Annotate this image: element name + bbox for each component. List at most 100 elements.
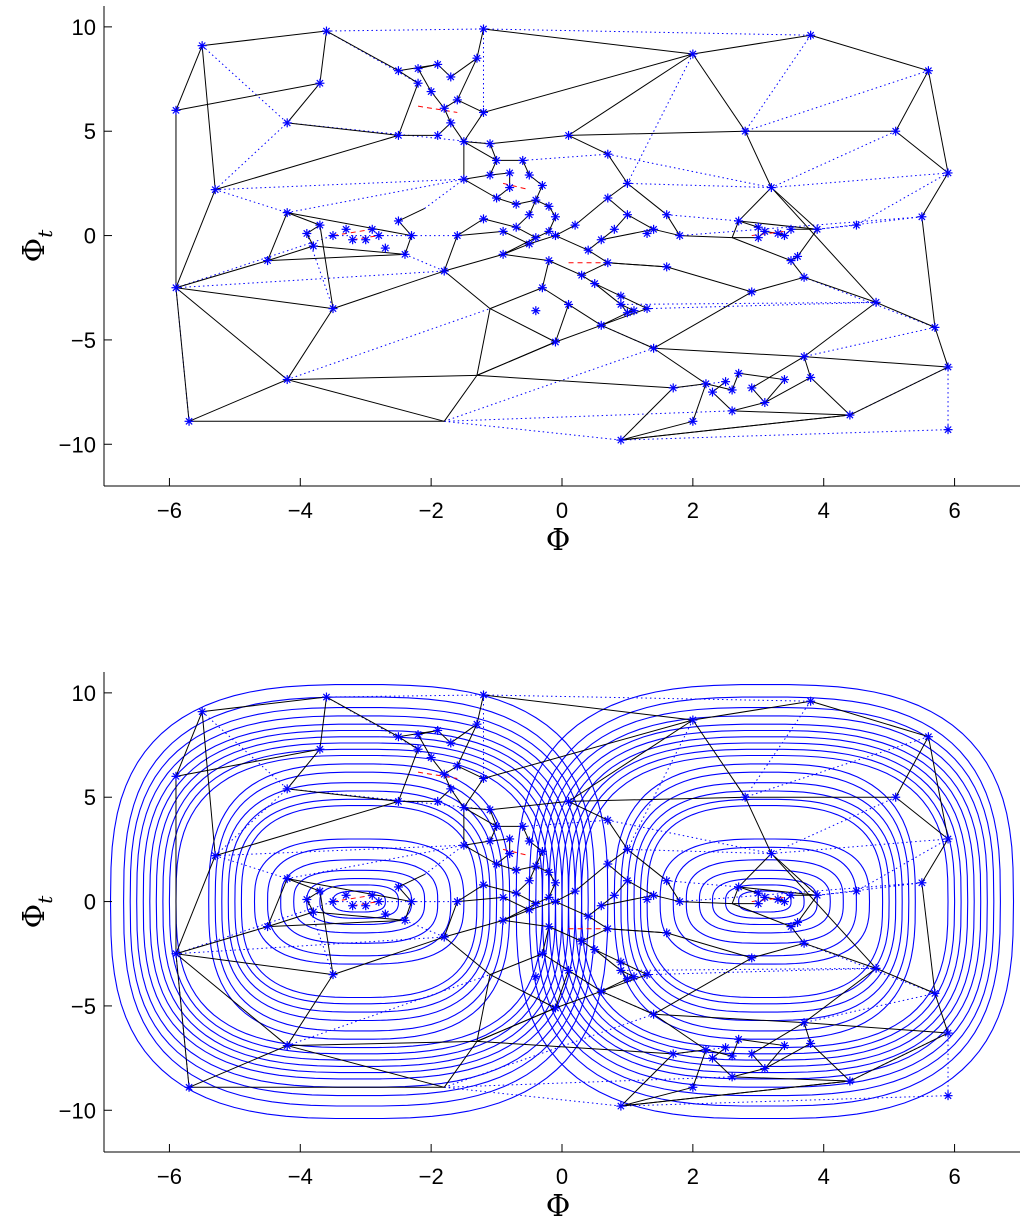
dashed-edge bbox=[502, 182, 530, 191]
data-point bbox=[622, 178, 632, 188]
solid-edge bbox=[483, 884, 517, 894]
solid-edge bbox=[738, 187, 772, 222]
data-point bbox=[433, 130, 443, 140]
solid-edge bbox=[692, 53, 746, 132]
data-point bbox=[524, 239, 534, 249]
solid-edge bbox=[541, 260, 550, 288]
solid-edge bbox=[555, 324, 602, 343]
solid-edge bbox=[620, 1080, 850, 1107]
x-axis-label: Φ bbox=[546, 523, 571, 558]
right-far-orbit-2 bbox=[528, 696, 1001, 1107]
solid-edge bbox=[201, 45, 216, 190]
solid-edge bbox=[313, 245, 406, 255]
solid-edge bbox=[568, 800, 609, 821]
data-point bbox=[773, 228, 783, 238]
solid-edge bbox=[175, 855, 216, 954]
solid-edge bbox=[574, 197, 609, 226]
solid-edge bbox=[731, 1039, 740, 1057]
data-point bbox=[171, 949, 181, 959]
data-point bbox=[799, 1018, 809, 1028]
solid-edge bbox=[581, 928, 609, 942]
data-point bbox=[472, 53, 482, 63]
solid-edge bbox=[175, 953, 190, 1088]
solid-edge bbox=[587, 915, 609, 930]
data-point bbox=[544, 226, 554, 236]
solid-edge bbox=[875, 967, 936, 994]
data-point bbox=[766, 849, 776, 859]
dotted-edge bbox=[620, 967, 877, 971]
dotted-edge bbox=[817, 224, 857, 230]
data-point bbox=[891, 792, 901, 802]
data-point bbox=[492, 859, 502, 869]
data-point bbox=[622, 876, 632, 886]
solid-edge bbox=[895, 796, 949, 840]
x-tick-label: −4 bbox=[288, 498, 313, 523]
data-point bbox=[721, 1043, 731, 1053]
data-point bbox=[315, 886, 325, 896]
solid-edge bbox=[653, 957, 752, 1015]
solid-edge bbox=[503, 253, 549, 262]
solid-edge bbox=[731, 373, 740, 391]
solid-edge bbox=[287, 1040, 477, 1047]
data-point bbox=[544, 256, 554, 266]
solid-edge bbox=[921, 172, 949, 218]
solid-edge bbox=[927, 736, 949, 840]
data-point bbox=[668, 1049, 678, 1059]
y-tick-label: 10 bbox=[72, 681, 96, 706]
dotted-edge bbox=[745, 70, 929, 132]
solid-edge bbox=[476, 28, 484, 59]
solid-edge bbox=[535, 896, 550, 905]
solid-edge bbox=[476, 974, 491, 1042]
solid-edge bbox=[620, 303, 635, 312]
solid-edge bbox=[692, 700, 811, 721]
data-point bbox=[747, 287, 757, 297]
data-point bbox=[550, 231, 560, 241]
solid-edge bbox=[175, 711, 203, 777]
solid-edge bbox=[555, 890, 576, 903]
y-tick-label: 5 bbox=[84, 785, 96, 810]
solid-edge bbox=[319, 696, 327, 750]
solid-edge bbox=[463, 840, 491, 846]
dotted-edge bbox=[215, 189, 288, 214]
solid-edge bbox=[516, 865, 536, 871]
dotted-edge bbox=[626, 719, 694, 850]
y-tick-label: 5 bbox=[84, 119, 96, 144]
solid-edge bbox=[489, 287, 543, 310]
solid-edge bbox=[489, 953, 543, 976]
data-point bbox=[524, 905, 534, 915]
solid-edge bbox=[267, 245, 314, 262]
solid-edge bbox=[175, 287, 288, 380]
dotted-edge bbox=[771, 838, 949, 855]
solid-edge bbox=[175, 748, 321, 777]
solid-edge bbox=[653, 228, 680, 237]
data-point bbox=[564, 130, 574, 140]
dotted-edge bbox=[444, 410, 733, 422]
solid-edge bbox=[554, 970, 570, 1009]
data-point bbox=[531, 899, 541, 909]
data-point bbox=[943, 362, 953, 372]
data-point bbox=[779, 1041, 789, 1051]
data-point bbox=[727, 1072, 737, 1082]
data-point bbox=[531, 233, 541, 243]
solid-edge bbox=[463, 844, 497, 865]
data-point bbox=[459, 840, 469, 850]
dotted-edge bbox=[214, 122, 288, 191]
data-point bbox=[413, 744, 423, 754]
data-point bbox=[426, 753, 436, 763]
solid-edge bbox=[417, 729, 438, 736]
dotted-edge bbox=[771, 172, 949, 189]
data-point bbox=[433, 725, 443, 735]
left-outer-orbit-5 bbox=[142, 723, 576, 1080]
data-point bbox=[871, 963, 881, 973]
solid-edge bbox=[744, 797, 772, 854]
data-point bbox=[734, 882, 744, 892]
solid-edge bbox=[450, 122, 465, 142]
data-point bbox=[537, 180, 547, 190]
solid-edge bbox=[188, 1045, 288, 1088]
data-point bbox=[308, 907, 318, 917]
data-point bbox=[779, 897, 789, 907]
data-point bbox=[727, 1051, 737, 1061]
solid-edge bbox=[397, 749, 419, 802]
data-point bbox=[511, 199, 521, 209]
data-point bbox=[184, 416, 194, 426]
